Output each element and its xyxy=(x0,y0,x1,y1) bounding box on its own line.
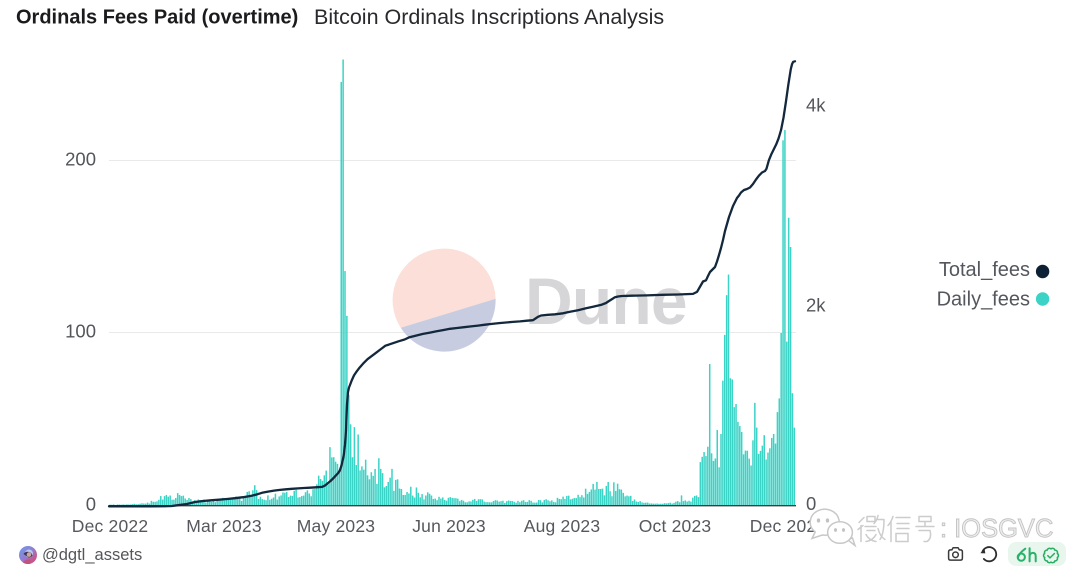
svg-text:Total_fees: Total_fees xyxy=(939,259,1030,281)
svg-text:2k: 2k xyxy=(806,295,826,316)
svg-text:Jun 2023: Jun 2023 xyxy=(412,516,486,536)
svg-text:May 2023: May 2023 xyxy=(297,516,375,536)
svg-text:200: 200 xyxy=(65,148,96,169)
svg-text:Ordinals Fees Paid (overtime): Ordinals Fees Paid (overtime) xyxy=(16,7,298,29)
svg-text:4k: 4k xyxy=(806,95,826,116)
svg-text:Mar 2023: Mar 2023 xyxy=(186,516,262,536)
svg-text:Daily_fees: Daily_fees xyxy=(937,289,1030,311)
svg-text:Oct 2023: Oct 2023 xyxy=(639,516,712,536)
svg-text:@dgtl_assets: @dgtl_assets xyxy=(42,546,142,564)
svg-text:Dune: Dune xyxy=(525,264,687,338)
svg-text:100: 100 xyxy=(65,320,96,341)
svg-text:Dec 2022: Dec 2022 xyxy=(72,516,149,536)
svg-text:Aug 2023: Aug 2023 xyxy=(524,516,601,536)
svg-text:Dec 2023: Dec 2023 xyxy=(750,516,827,536)
svg-text:0: 0 xyxy=(86,494,96,515)
svg-text:0: 0 xyxy=(806,493,816,514)
svg-text:: IOSGVC: : IOSGVC xyxy=(940,515,1053,543)
svg-text:Bitcoin Ordinals Inscriptions: Bitcoin Ordinals Inscriptions Analysis xyxy=(314,5,664,29)
